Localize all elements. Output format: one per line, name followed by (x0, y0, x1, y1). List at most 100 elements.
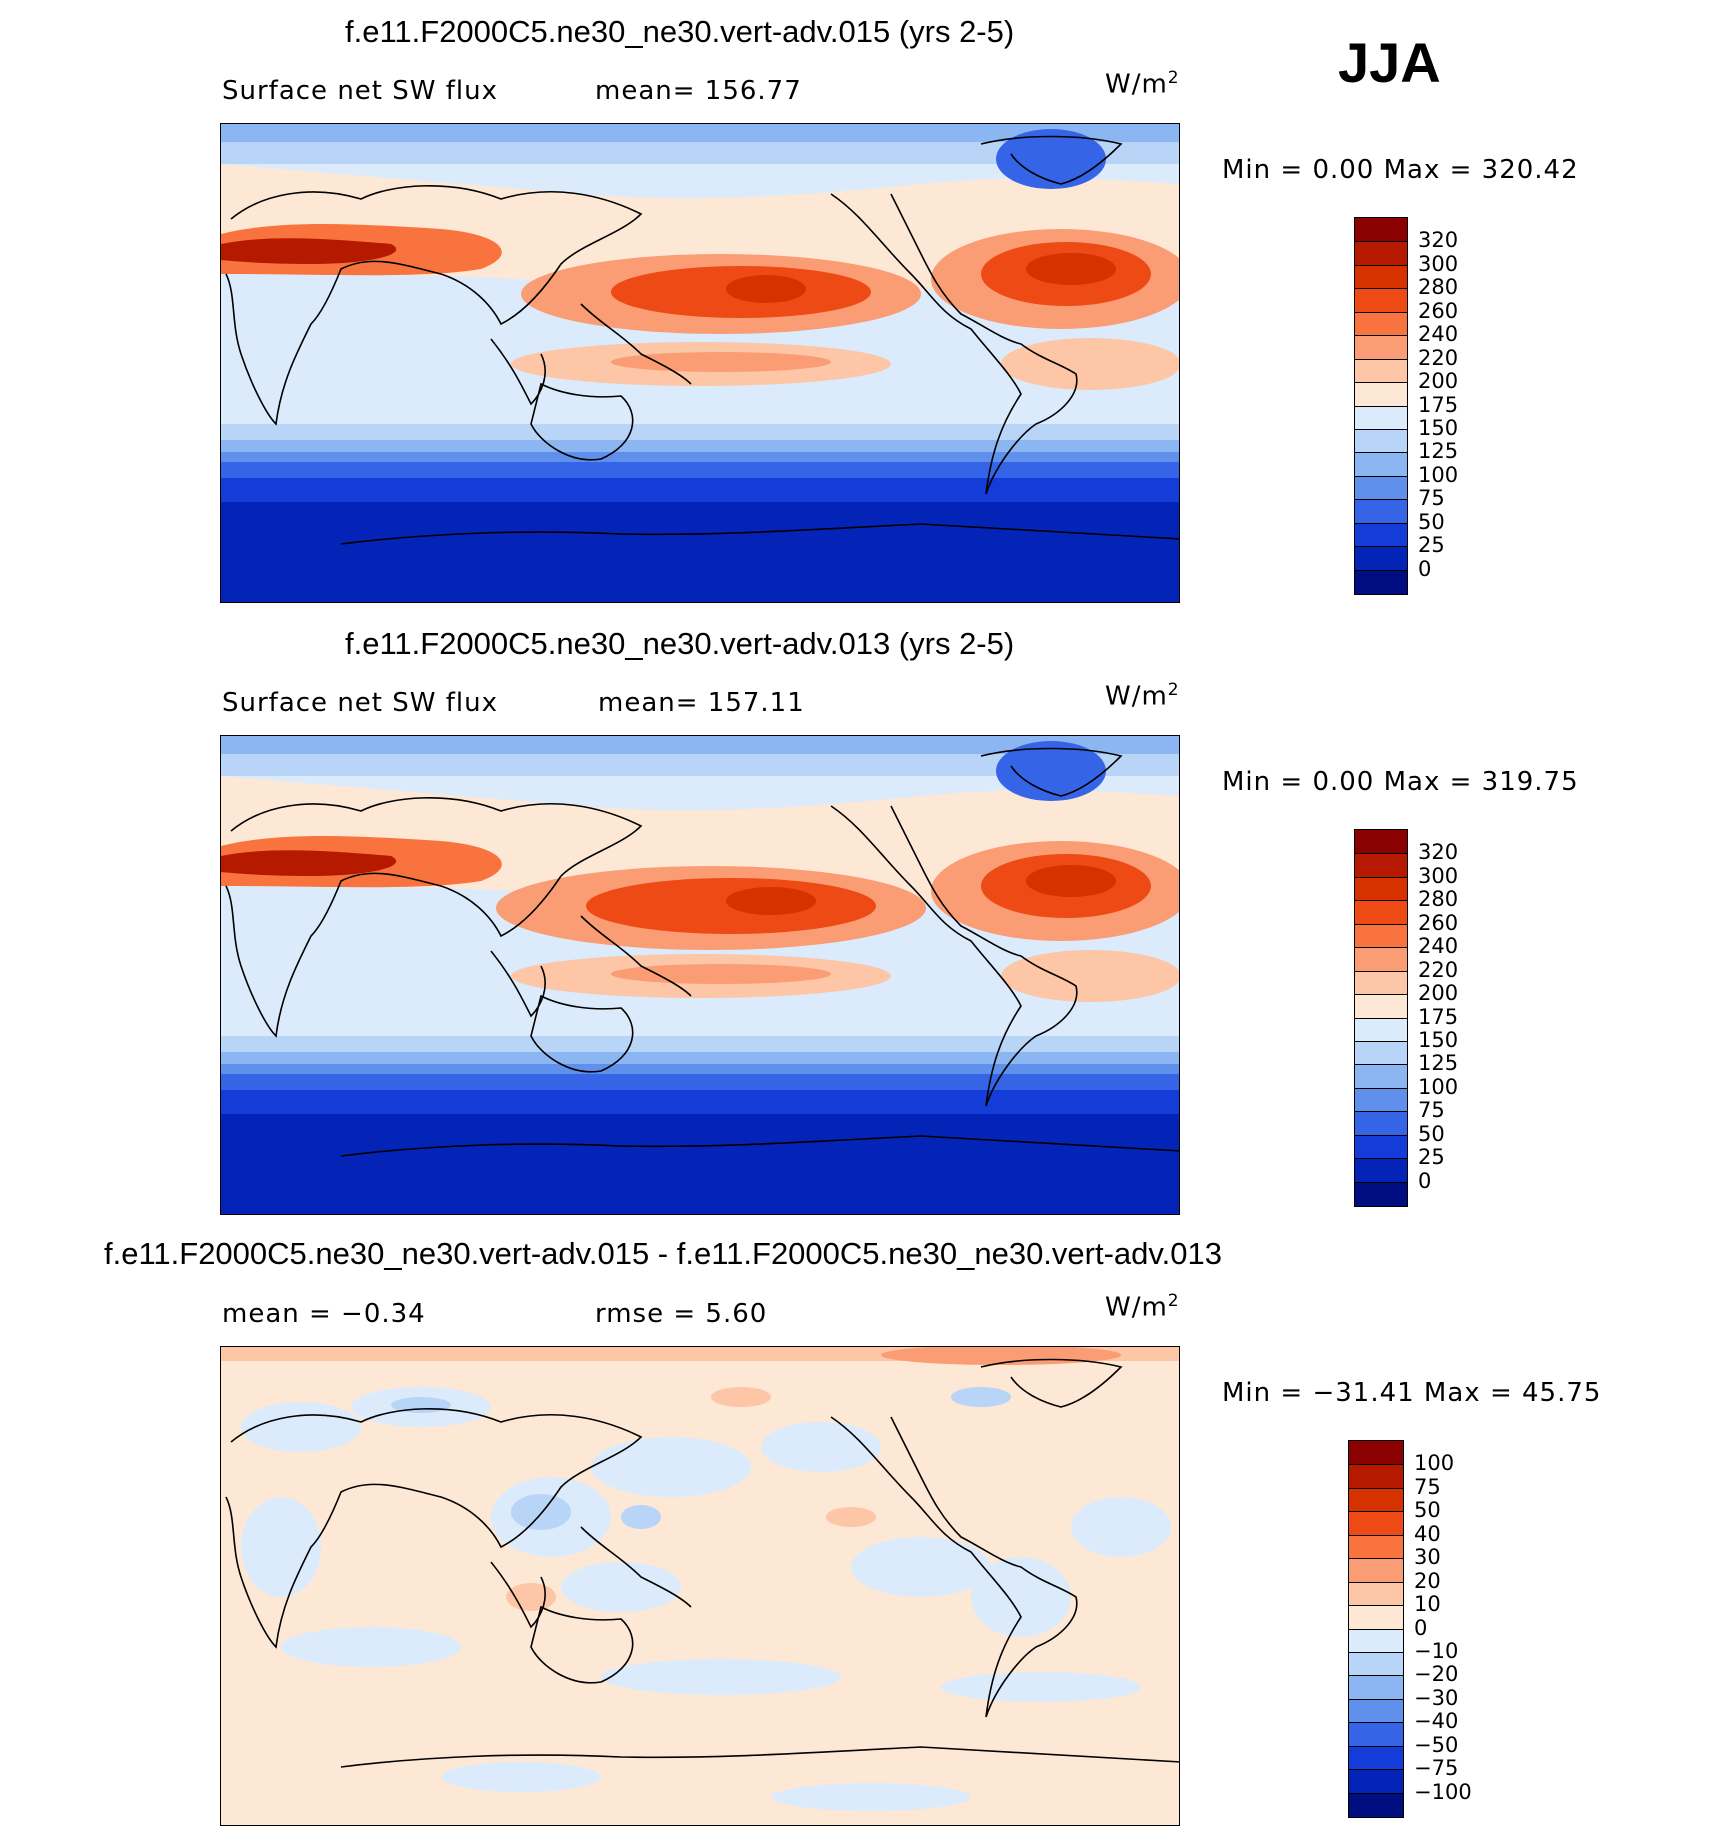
panel-bottom-colorbar (1348, 1440, 1404, 1818)
panel-bottom-mean: mean = −0.34 (222, 1299, 426, 1329)
colorbar-tick-label: 10 (1414, 1592, 1441, 1617)
colorbar-tick-label: 300 (1418, 863, 1459, 888)
panel-bottom-units: W/m2 (1105, 1291, 1180, 1323)
colorbar-tick-label: 100 (1418, 1074, 1459, 1099)
colorbar-segment (1355, 335, 1407, 360)
colorbar-segment (1349, 1745, 1403, 1771)
panel-top-mean: mean= 156.77 (595, 76, 802, 106)
colorbar-tick-label: −75 (1414, 1756, 1459, 1781)
colorbar-tick-label: 125 (1418, 439, 1459, 464)
colorbar-segment (1355, 241, 1407, 266)
colorbar-segment (1349, 1605, 1403, 1630)
colorbar-segment (1349, 1792, 1403, 1817)
colorbar-tick-label: 100 (1414, 1451, 1455, 1476)
colorbar-tick-label: 40 (1414, 1521, 1441, 1546)
colorbar-tick-label: 280 (1418, 275, 1459, 300)
panel-top-title: f.e11.F2000C5.ne30_ne30.vert-adv.015 (yr… (345, 14, 1015, 49)
colorbar-tick-label: 125 (1418, 1051, 1459, 1076)
colorbar-tick-label: 75 (1418, 1098, 1445, 1123)
panel-middle-minmax: Min = 0.00 Max = 319.75 (1222, 767, 1579, 797)
colorbar-tick-label: 100 (1418, 462, 1459, 487)
panel-top-units: W/m2 (1105, 68, 1180, 100)
colorbar-segment (1355, 1181, 1407, 1206)
colorbar-tick-label: 25 (1418, 1145, 1445, 1170)
season-label: JJA (1338, 31, 1441, 94)
panel-middle-field-label: Surface net SW flux (222, 688, 498, 718)
colorbar-tick-label: 200 (1418, 981, 1459, 1006)
colorbar-tick-label: 30 (1414, 1545, 1441, 1570)
colorbar-segment (1355, 853, 1407, 878)
colorbar-tick-label: 240 (1418, 322, 1459, 347)
colorbar-segment (1349, 1534, 1403, 1560)
colorbar-tick-label: 175 (1418, 1004, 1459, 1029)
colorbar-tick-label: 240 (1418, 934, 1459, 959)
colorbar-tick-label: 50 (1418, 1121, 1445, 1146)
colorbar-tick-label: −20 (1414, 1662, 1459, 1687)
panel-bottom-minmax: Min = −31.41 Max = 45.75 (1222, 1378, 1602, 1408)
colorbar-tick-label: −50 (1414, 1732, 1459, 1757)
colorbar-tick-label: −30 (1414, 1685, 1459, 1710)
colorbar-segment (1355, 499, 1407, 524)
colorbar-segment (1355, 522, 1407, 548)
colorbar-segment (1349, 1581, 1403, 1607)
colorbar-tick-label: 50 (1414, 1498, 1441, 1523)
panel-top-minmax: Min = 0.00 Max = 320.42 (1222, 155, 1579, 185)
colorbar-segment (1349, 1558, 1403, 1583)
colorbar-segment (1349, 1698, 1403, 1724)
colorbar-tick-label: 75 (1414, 1474, 1441, 1499)
colorbar-segment (1355, 923, 1407, 949)
panel-top-field-label: Surface net SW flux (222, 76, 498, 106)
colorbar-segment (1349, 1675, 1403, 1700)
panel-bottom-rmse: rmse = 5.60 (595, 1299, 768, 1329)
colorbar-tick-label: 150 (1418, 415, 1459, 440)
panel-middle-title: f.e11.F2000C5.ne30_ne30.vert-adv.013 (yr… (345, 626, 1015, 661)
colorbar-tick-label: 280 (1418, 887, 1459, 912)
colorbar-tick-label: 0 (1414, 1615, 1428, 1640)
colorbar-tick-label: 50 (1418, 509, 1445, 534)
panel-middle-mean: mean= 157.11 (598, 688, 805, 718)
colorbar-segment (1355, 569, 1407, 594)
colorbar-tick-label: 75 (1418, 486, 1445, 511)
panel-middle-units: W/m2 (1105, 680, 1180, 712)
colorbar-segment (1355, 1158, 1407, 1183)
colorbar-segment (1355, 1064, 1407, 1089)
colorbar-segment (1355, 994, 1407, 1019)
colorbar-segment (1355, 264, 1407, 290)
colorbar-segment (1355, 876, 1407, 902)
colorbar-segment (1355, 475, 1407, 501)
colorbar-segment (1355, 1087, 1407, 1113)
colorbar-tick-label: 20 (1414, 1568, 1441, 1593)
colorbar-segment (1355, 428, 1407, 454)
colorbar-tick-label: 25 (1418, 533, 1445, 558)
colorbar-tick-label: −40 (1414, 1709, 1459, 1734)
colorbar-tick-label: 320 (1418, 840, 1459, 865)
panel-middle-colorbar (1354, 829, 1408, 1207)
colorbar-segment (1349, 1441, 1403, 1466)
colorbar-segment (1355, 382, 1407, 407)
colorbar-segment (1355, 900, 1407, 925)
panel-bottom-title: f.e11.F2000C5.ne30_ne30.vert-adv.015 - f… (104, 1236, 1222, 1271)
colorbar-segment (1355, 546, 1407, 571)
colorbar-segment (1355, 1017, 1407, 1042)
colorbar-segment (1349, 1487, 1403, 1513)
colorbar-segment (1349, 1769, 1403, 1794)
colorbar-segment (1355, 830, 1407, 855)
colorbar-tick-label: 0 (1418, 556, 1432, 581)
colorbar-tick-label: 260 (1418, 298, 1459, 323)
colorbar-segment (1355, 1111, 1407, 1136)
colorbar-segment (1355, 288, 1407, 313)
panel-middle-map (220, 735, 1180, 1215)
colorbar-segment (1349, 1464, 1403, 1489)
colorbar-segment (1355, 1134, 1407, 1160)
colorbar-tick-label: 0 (1418, 1168, 1432, 1193)
colorbar-segment (1355, 405, 1407, 430)
colorbar-segment (1349, 1511, 1403, 1536)
colorbar-segment (1355, 452, 1407, 477)
colorbar-tick-label: 220 (1418, 957, 1459, 982)
colorbar-segment (1349, 1722, 1403, 1747)
colorbar-segment (1355, 947, 1407, 972)
panel-bottom-map (220, 1346, 1180, 1826)
panel-top-map (220, 123, 1180, 603)
colorbar-tick-label: 175 (1418, 392, 1459, 417)
colorbar-tick-label: 200 (1418, 369, 1459, 394)
